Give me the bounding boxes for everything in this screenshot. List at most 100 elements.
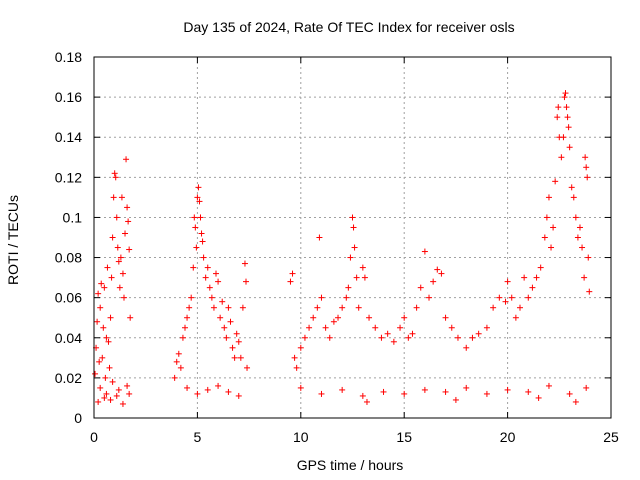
data-point (210, 304, 217, 311)
data-point (409, 330, 416, 337)
data-point (191, 214, 198, 221)
data-point (525, 388, 532, 395)
data-point (525, 294, 532, 301)
data-point (184, 314, 191, 321)
data-point (533, 274, 540, 281)
data-point (576, 224, 583, 231)
data-point (106, 364, 113, 371)
x-axis-title: GPS time / hours (297, 457, 404, 473)
data-point (390, 338, 397, 345)
data-point (554, 114, 561, 121)
data-point (397, 324, 404, 331)
data-point (512, 314, 519, 321)
data-point (100, 324, 107, 331)
data-point (347, 254, 354, 261)
data-point (204, 264, 211, 271)
data-point (97, 304, 104, 311)
data-point (202, 274, 209, 281)
data-point (359, 392, 366, 399)
data-point (585, 254, 592, 261)
y-tick-label: 0.1 (63, 209, 83, 225)
data-point (417, 284, 424, 291)
data-point (517, 304, 524, 311)
data-point (366, 314, 373, 321)
y-tick-label: 0.18 (55, 49, 82, 65)
data-point (508, 294, 515, 301)
data-point (122, 230, 129, 237)
data-point (231, 354, 238, 361)
data-point (95, 290, 102, 297)
data-point (502, 298, 509, 305)
data-point (195, 184, 202, 191)
data-point (223, 334, 230, 341)
data-point (215, 382, 222, 389)
data-point (293, 364, 300, 371)
data-point (102, 374, 109, 381)
data-point (372, 324, 379, 331)
ticks-layer: 0 0.02 0.04 0.06 0.08 0.1 0.12 0.14 0.16 0.18 0 5 10… (55, 49, 619, 445)
y-tick-label: 0.16 (55, 89, 82, 105)
data-point (171, 374, 178, 381)
data-point (550, 224, 557, 231)
data-point (537, 264, 544, 271)
data-point (574, 234, 581, 241)
data-point (116, 284, 123, 291)
data-point (442, 388, 449, 395)
data-point (378, 334, 385, 341)
data-point (310, 314, 317, 321)
data-point (301, 334, 308, 341)
data-point (541, 234, 548, 241)
data-point (103, 334, 110, 341)
data-point (237, 354, 244, 361)
x-tick-label: 25 (603, 429, 619, 445)
data-point (114, 244, 121, 251)
data-point (105, 338, 112, 345)
data-point (353, 274, 360, 281)
data-point (452, 396, 459, 403)
data-point (127, 314, 134, 321)
data-point (361, 274, 368, 281)
data-point (572, 214, 579, 221)
data-point (339, 386, 346, 393)
data-point (490, 304, 497, 311)
data-point (190, 264, 197, 271)
data-point (582, 154, 589, 161)
data-point (175, 350, 182, 357)
data-point (197, 214, 204, 221)
data-point (483, 324, 490, 331)
data-point (95, 398, 102, 405)
data-point (241, 260, 248, 267)
y-tick-label: 0.08 (55, 250, 82, 266)
data-point (434, 266, 441, 273)
data-point (561, 94, 568, 101)
data-point (289, 270, 296, 277)
data-point (326, 334, 333, 341)
data-point (413, 304, 420, 311)
data-point (586, 288, 593, 295)
data-point (564, 114, 571, 121)
data-point (306, 324, 313, 331)
data-point (335, 314, 342, 321)
data-point (119, 270, 126, 277)
data-point (430, 278, 437, 285)
data-point (94, 318, 101, 325)
data-point (113, 214, 120, 221)
data-point (401, 314, 408, 321)
data-point (345, 284, 352, 291)
data-point (225, 388, 232, 395)
data-point (206, 284, 213, 291)
data-point (442, 314, 449, 321)
data-point (244, 364, 251, 371)
data-point (208, 294, 215, 301)
data-point (99, 354, 106, 361)
data-point (545, 194, 552, 201)
data-point (126, 390, 133, 397)
data-point (192, 224, 199, 231)
data-point (521, 274, 528, 281)
data-point (107, 396, 114, 403)
data-point (219, 298, 226, 305)
data-point (566, 144, 573, 151)
data-point (177, 364, 184, 371)
data-point (583, 164, 590, 171)
